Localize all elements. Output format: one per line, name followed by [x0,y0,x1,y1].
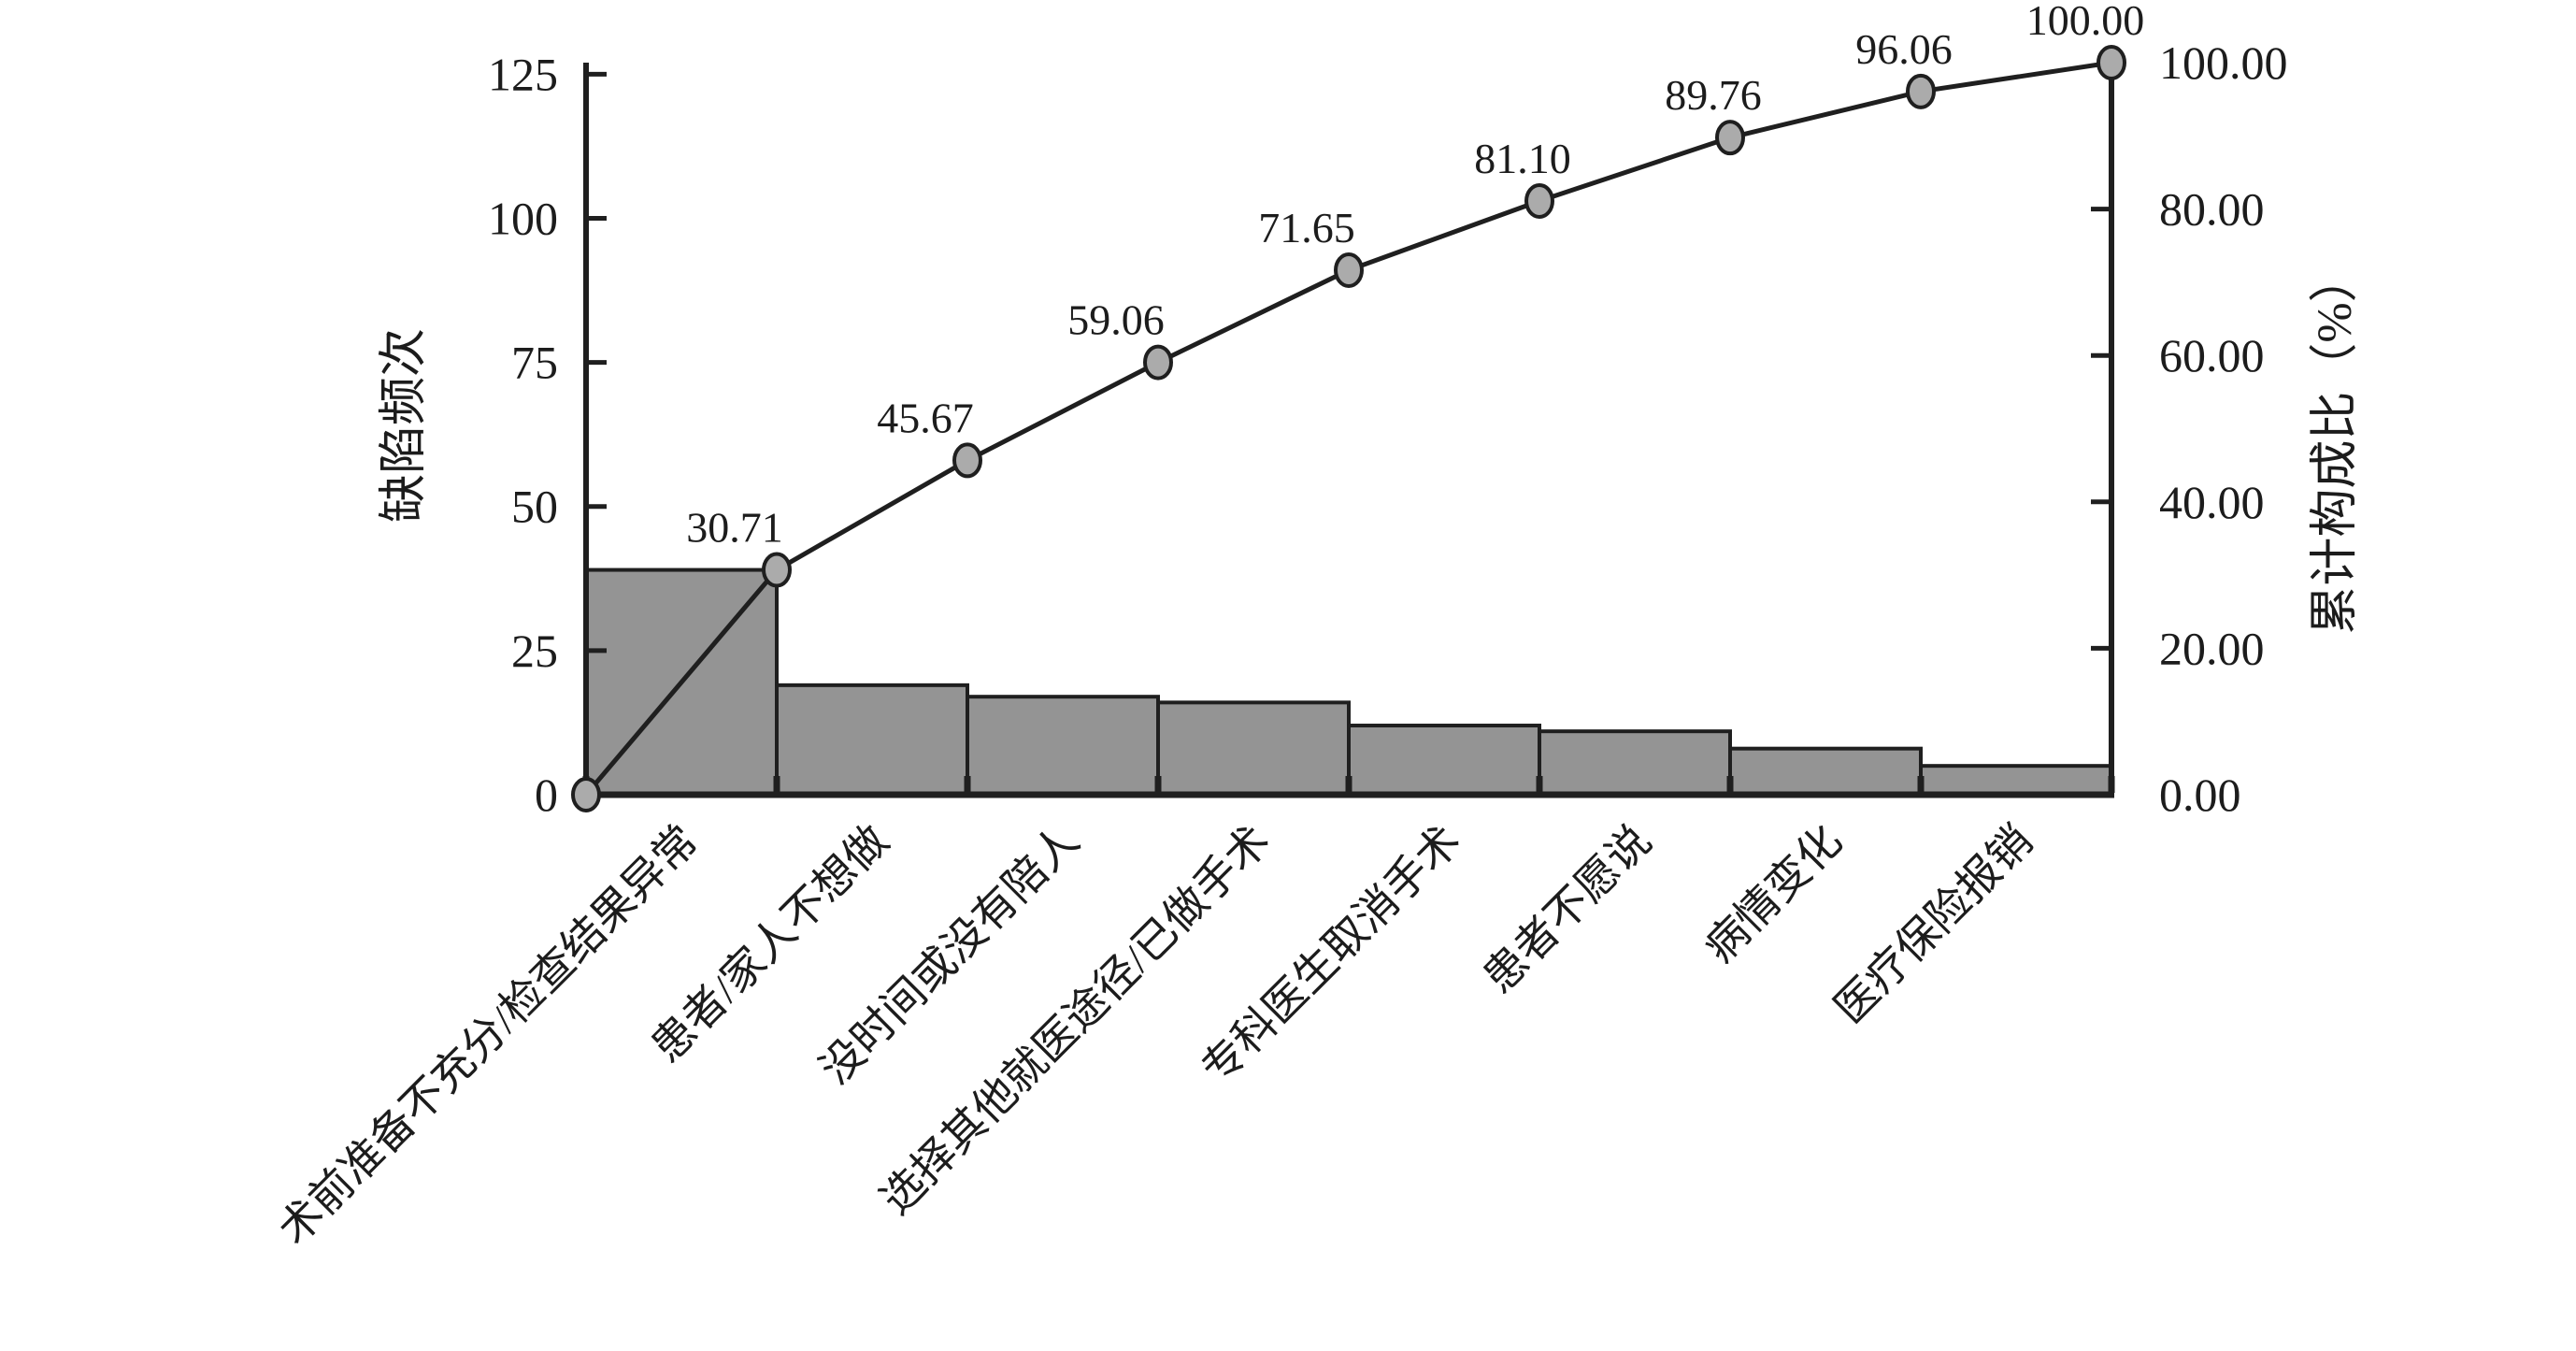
cumulative-percent-label: 71.65 [1258,204,1355,252]
right-axis-tick-label: 60.00 [2159,329,2265,381]
right-axis-tick-label: 20.00 [2159,622,2265,674]
line-marker [1524,182,1554,219]
left-axis-tick-label: 75 [511,337,558,389]
line-marker [571,777,601,812]
right-axis-tick-label: 0.00 [2159,769,2241,821]
left-axis-title: 缺陷频次 [378,328,431,523]
frequency-bar [1538,729,1732,797]
frequency-bar [966,695,1160,797]
left-axis-tick-label: 25 [511,625,558,677]
category-label: 选择其他就医途径/已做手术 [872,816,1279,1223]
category-label: 术前准备不充分/检查结果异常 [269,816,707,1254]
category-label: 患者不愿说 [1474,816,1660,1002]
category-label: 医疗保险报销 [1825,816,2041,1032]
right-axis-tick-label: 100.00 [2159,36,2288,89]
line-marker [2097,45,2126,80]
cumulative-percent-label: 89.76 [1665,71,1762,119]
left-axis-tick-label: 125 [488,48,558,100]
frequency-bar [1156,700,1351,797]
category-label: 病情变化 [1696,816,1851,971]
cumulative-percent-label: 45.67 [877,394,974,441]
line-marker [1334,252,1364,288]
left-axis-tick-label: 100 [488,192,558,244]
left-axis-tick-label: 0 [535,769,558,821]
line-marker [1143,344,1173,381]
cumulative-percent-label: 30.71 [686,504,783,552]
right-axis-tick-label: 40.00 [2159,476,2265,528]
line-marker [762,552,792,588]
right-axis-title: 累计构成比（%） [2309,253,2362,634]
frequency-bar [1919,764,2113,797]
cumulative-percent-label: 100.00 [2026,0,2145,44]
frequency-bar [1728,746,1923,798]
frequency-bar [1347,724,1541,797]
line-marker [1906,73,1936,109]
cumulative-percent-label: 81.10 [1474,135,1571,182]
line-marker [1715,120,1745,156]
line-marker [952,442,982,479]
right-axis-tick-label: 80.00 [2159,183,2265,236]
cumulative-percent-label: 96.06 [1855,25,1953,73]
left-axis-tick-label: 50 [511,481,558,533]
cumulative-percent-label: 59.06 [1067,296,1165,344]
frequency-bar [775,683,969,798]
